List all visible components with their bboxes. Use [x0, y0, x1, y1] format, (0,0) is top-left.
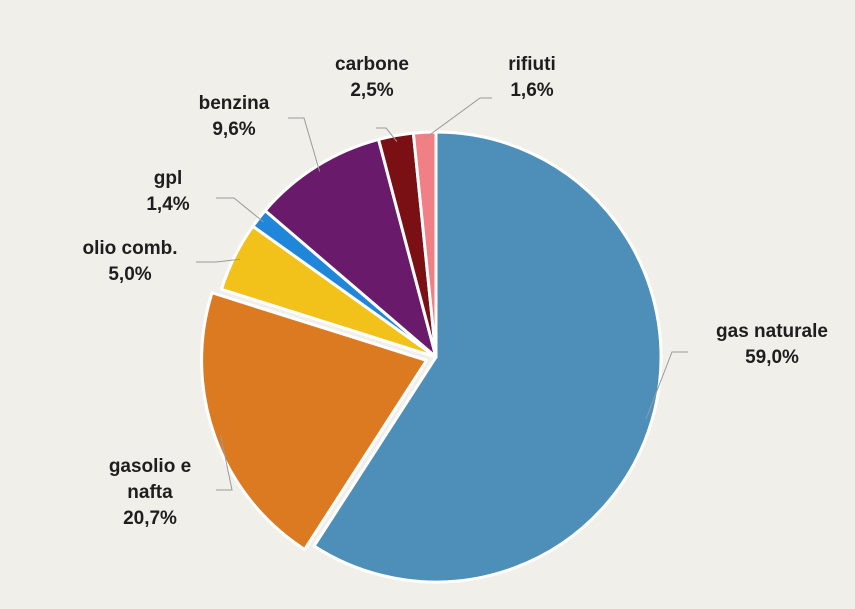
slice-label-gasolio-e-nafta: gasolio e nafta 20,7%: [109, 456, 191, 529]
pie-slice-benzina: [263, 137, 438, 359]
slice-label-rifiuti: rifiuti 1,6%: [508, 54, 556, 101]
slice-label-gas-naturale: gas naturale 59,0%: [716, 321, 828, 368]
leader-line-gpl: [216, 197, 264, 223]
pie-slice-gasolio-e-nafta: [200, 291, 429, 551]
slice-label-olio-comb-: olio comb. 5,0%: [83, 238, 178, 285]
leader-line-benzina: [288, 117, 321, 172]
leader-line-gasolio-e-nafta: [216, 434, 233, 491]
slice-labels: gas naturale 59,0% gasolio e nafta 20,7% olio…: [83, 54, 828, 529]
leader-line-rifiuti: [424, 97, 492, 139]
slice-label-benzina: benzina 9,6%: [199, 93, 270, 140]
leader-line-olio-comb-: [196, 258, 241, 263]
leader-lines: [196, 97, 688, 491]
pie-slice-rifiuti: [411, 130, 438, 359]
slice-label-gpl: gpl 1,4%: [146, 168, 189, 215]
leader-line-gas-naturale: [645, 351, 688, 420]
pie-slices: [200, 130, 663, 584]
slice-label-carbone: carbone 2,5%: [335, 54, 409, 101]
pie-slice-gas-naturale: [312, 130, 663, 584]
leader-line-carbone: [376, 127, 398, 142]
